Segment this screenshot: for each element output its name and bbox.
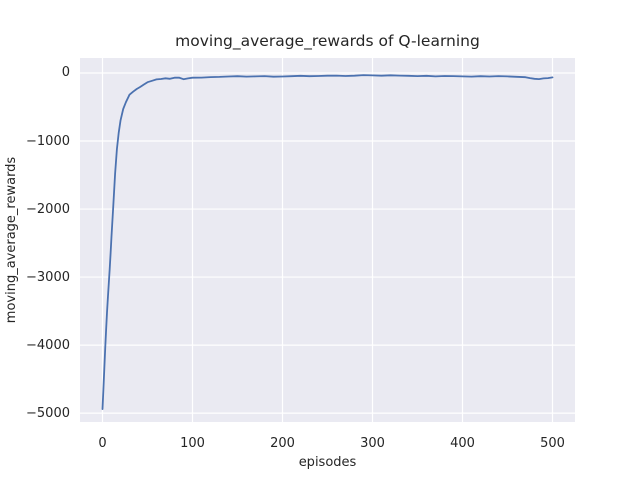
y-tick-label: 0 [61,65,70,81]
y-tick-label: −2000 [26,201,70,217]
chart-title: moving_average_rewards of Q-learning [175,32,480,50]
y-axis-label: moving_average_rewards [4,156,19,324]
plot-area [80,58,575,422]
y-tick-label: −4000 [26,337,70,353]
y-tick-label: −1000 [26,133,70,149]
line-chart-canvas [80,58,575,422]
x-tick-label: 500 [540,436,565,451]
x-tick-label: 100 [180,436,205,451]
x-tick-label: 200 [270,436,295,451]
x-axis-label: episodes [298,455,357,470]
y-tick-label: −5000 [26,405,70,421]
y-tick-label: −3000 [26,269,70,285]
x-tick-label: 0 [98,436,107,451]
x-tick-label: 400 [450,436,475,451]
x-tick-label: 300 [360,436,385,451]
series-line-moving_average_rewards [101,74,554,411]
